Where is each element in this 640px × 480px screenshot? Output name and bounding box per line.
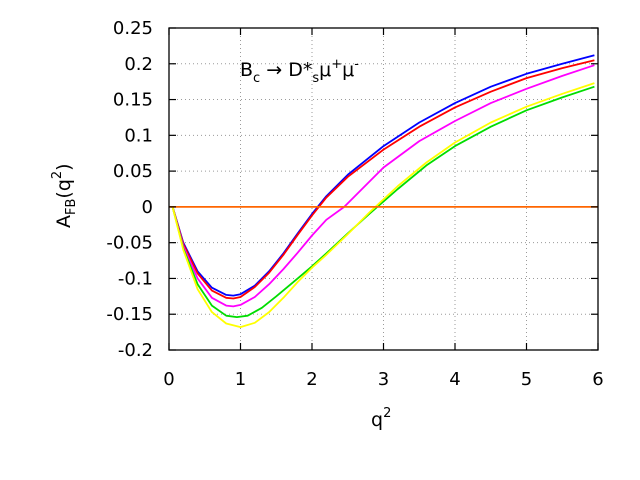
y-tick-label: 0.15: [113, 90, 153, 111]
x-tick-label: 2: [306, 369, 317, 390]
x-tick-label: 4: [449, 369, 460, 390]
y-tick-label: 0.2: [124, 54, 153, 75]
y-tick-label: -0.05: [106, 233, 153, 254]
y-tick-label: 0.05: [113, 161, 153, 182]
x-tick-label: 3: [378, 369, 389, 390]
y-tick-label: -0.2: [118, 340, 153, 361]
y-tick-label: 0: [142, 197, 153, 218]
y-tick-label: -0.1: [118, 268, 153, 289]
series-layer: [169, 54, 598, 329]
tick-layer: 0 1 2 3 4 5 6 -0.2 -0.15 -0.1 -0.05 0 0.05 0.1 0.15 0.2…: [106, 18, 603, 390]
y-axis-label: AFB(q2): [50, 163, 79, 228]
y-tick-label: -0.15: [106, 304, 153, 325]
series-line-1: [171, 54, 595, 297]
series-line-2: [171, 59, 595, 300]
series-line-4: [171, 85, 595, 319]
x-tick-label: 6: [592, 369, 603, 390]
series-line-3: [171, 64, 595, 308]
chart-title: Bc → D*sμ+μ-: [240, 57, 359, 86]
y-tick-label: 0.1: [124, 125, 153, 146]
x-axis-label: q2: [371, 406, 391, 431]
x-tick-label: 1: [235, 369, 246, 390]
series-line-5: [171, 82, 595, 329]
x-tick-label: 5: [521, 369, 532, 390]
y-tick-label: 0.25: [113, 18, 153, 39]
x-tick-label: 0: [163, 369, 174, 390]
